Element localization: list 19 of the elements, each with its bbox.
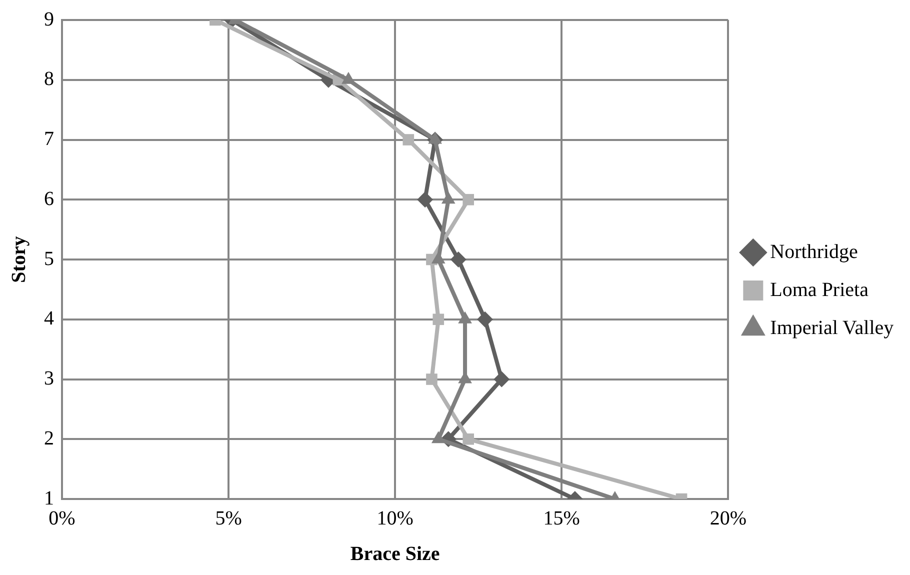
y-tick-label: 8 — [44, 68, 54, 90]
y-tick-label: 6 — [44, 188, 54, 210]
y-tick-label: 2 — [44, 427, 54, 450]
y-tick-label: 7 — [44, 128, 54, 150]
y-tick-label: 4 — [44, 308, 54, 330]
x-tick-label: 15% — [543, 507, 580, 530]
y-tick-label: 3 — [44, 368, 54, 390]
x-axis-title: Brace Size — [350, 543, 440, 566]
legend-label: Loma Prieta — [770, 278, 869, 301]
y-tick-label: 9 — [44, 8, 54, 30]
y-tick-label: 1 — [44, 487, 54, 510]
y-tick-label: 5 — [44, 248, 54, 270]
x-tick-label: 10% — [376, 507, 414, 530]
legend-label: Northridge — [770, 240, 858, 263]
legend-label: Imperial Valley — [770, 316, 894, 339]
x-tick-label: 5% — [215, 507, 242, 530]
x-tick-label: 20% — [710, 507, 746, 530]
x-tick-label: 0% — [48, 507, 76, 530]
y-axis-title: Story — [8, 236, 30, 283]
